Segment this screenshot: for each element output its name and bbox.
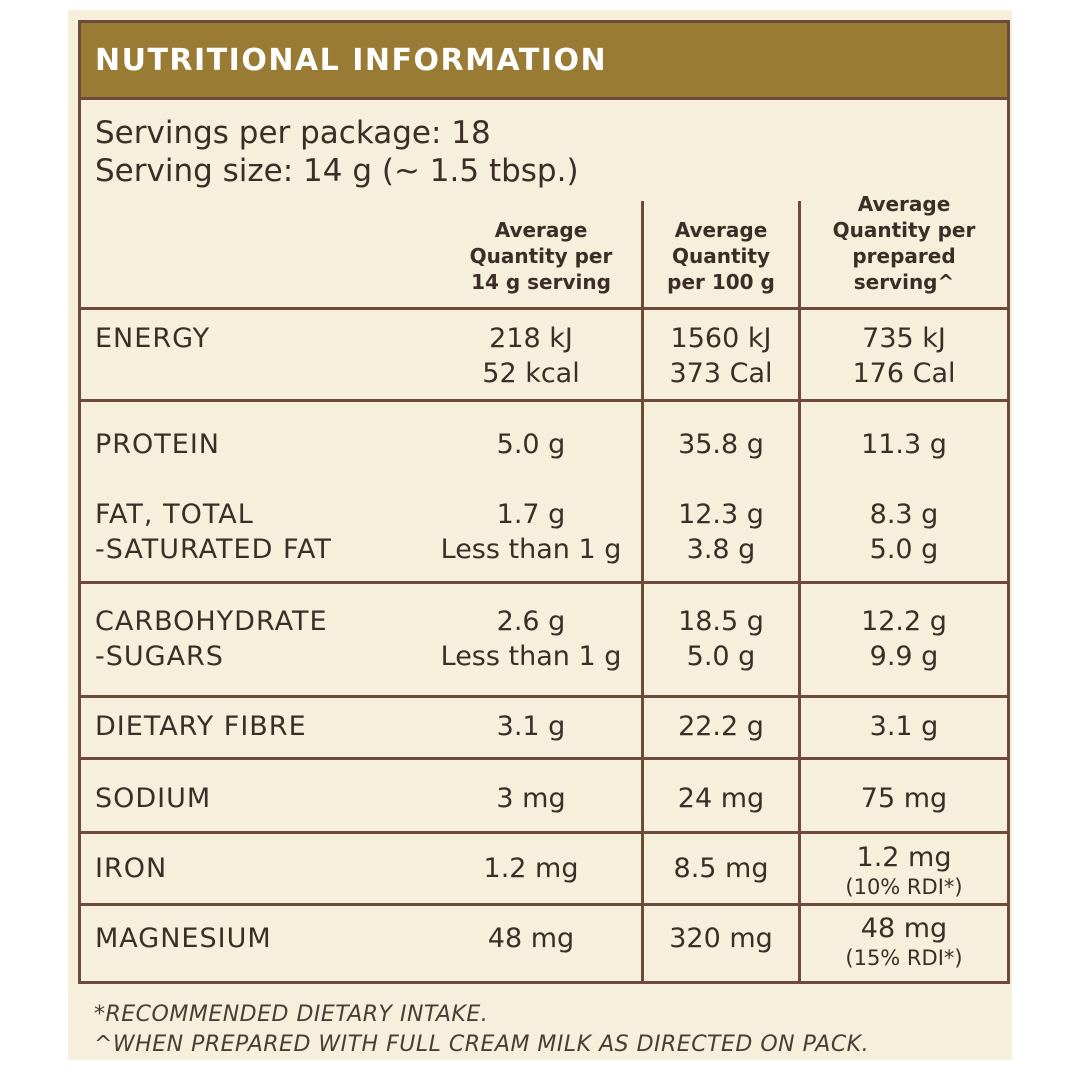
magnesium-per-100g: 320 mg [669,923,773,954]
table-title: NUTRITIONAL INFORMATION [95,42,608,78]
carbohydrate-per-100g: 18.5 g [678,606,764,637]
row-label-energy: ENERGY [95,323,211,354]
energy-per-serving: 218 kJ 52 kcal [421,321,641,391]
fat-per-prepared: 8.3 g [869,499,939,530]
magnesium-rdi-note: (15% RDI*) [845,946,963,970]
energy-cal: 176 Cal [852,358,956,389]
column-header-line: Quantity per [469,244,613,268]
column-header-line: Average [494,218,588,242]
sugars-per-serving: Less than 1 g [440,641,622,672]
row-divider [81,757,1007,760]
sodium-per-100g: 24 mg [677,783,765,814]
column-divider [641,201,644,981]
footnote-rdi: *RECOMMENDED DIETARY INTAKE. [94,1002,489,1027]
magnesium-per-prepared: 48 mg (15% RDI*) [801,911,1007,970]
row-label-iron: IRON [95,853,168,884]
fat-per-100g: 12.3 g [678,499,764,530]
row-divider [81,307,1007,310]
column-header-line: Average [857,192,951,216]
nutrition-table: NUTRITIONAL INFORMATION Servings per pac… [78,20,1010,984]
row-label-magnesium: MAGNESIUM [95,923,272,954]
energy-cal: 373 Cal [669,358,773,389]
protein-per-prepared: 11.3 g [861,429,947,460]
sugars-per-prepared: 9.9 g [869,641,939,672]
row-label-fat-total: FAT, TOTAL [95,499,254,530]
row-label-dietary-fibre: DIETARY FIBRE [95,711,307,742]
fibre-per-100g: 22.2 g [678,711,764,742]
row-divider [81,581,1007,584]
magnesium-per-serving: 48 mg [487,923,575,954]
serving-size: Serving size: 14 g (~ 1.5 tbsp.) [95,153,579,189]
column-header-line: per 100 g [667,270,775,294]
row-label-carbohydrate: CARBOHYDRATE [95,606,328,637]
row-label-sugars: -SUGARS [95,641,224,672]
column-header-per-100g: Average Quantity per 100 g [644,217,798,295]
column-header-per-prepared: Average Quantity per prepared serving^ [801,191,1007,295]
column-header-line: prepared [852,244,956,268]
saturated-fat-per-serving: Less than 1 g [440,534,622,565]
sodium-per-serving: 3 mg [496,783,566,814]
energy-per-prepared: 735 kJ 176 Cal [801,321,1007,391]
protein-per-serving: 5.0 g [496,429,566,460]
sugars-per-100g: 5.0 g [686,641,756,672]
iron-per-100g: 8.5 mg [673,853,769,884]
column-header-line: Quantity [672,244,770,268]
footnote-prepared: ^WHEN PREPARED WITH FULL CREAM MILK AS D… [94,1032,870,1057]
row-label-protein: PROTEIN [95,429,221,460]
column-header-per-serving: Average Quantity per 14 g serving [421,217,661,295]
row-label-sodium: SODIUM [95,783,212,814]
energy-per-100g: 1560 kJ 373 Cal [644,321,798,391]
row-divider [81,695,1007,698]
energy-kj: 735 kJ [862,323,946,354]
iron-per-serving: 1.2 mg [483,853,579,884]
iron-per-prepared: 1.2 mg (10% RDI*) [801,840,1007,899]
table-header: NUTRITIONAL INFORMATION [81,23,1007,100]
iron-prepared-value: 1.2 mg [856,842,952,873]
carbohydrate-per-prepared: 12.2 g [861,606,947,637]
saturated-fat-per-prepared: 5.0 g [869,534,939,565]
fibre-per-serving: 3.1 g [496,711,566,742]
iron-rdi-note: (10% RDI*) [845,875,963,899]
energy-kj: 218 kJ [489,323,573,354]
fat-per-serving: 1.7 g [496,499,566,530]
servings-per-package: Servings per package: 18 [95,115,491,151]
row-divider [81,399,1007,402]
column-header-line: Average [674,218,768,242]
energy-kj: 1560 kJ [670,323,772,354]
magnesium-prepared-value: 48 mg [860,913,948,944]
energy-kcal: 52 kcal [482,358,580,389]
protein-per-100g: 35.8 g [678,429,764,460]
column-header-line: Quantity per [832,218,976,242]
carbohydrate-per-serving: 2.6 g [496,606,566,637]
fibre-per-prepared: 3.1 g [869,711,939,742]
saturated-fat-per-100g: 3.8 g [686,534,756,565]
row-divider [81,903,1007,906]
column-divider [798,201,801,981]
row-label-saturated-fat: -SATURATED FAT [95,534,332,565]
column-header-line: serving^ [853,270,955,294]
column-header-line: 14 g serving [471,270,611,294]
sodium-per-prepared: 75 mg [860,783,948,814]
row-divider [81,831,1007,834]
